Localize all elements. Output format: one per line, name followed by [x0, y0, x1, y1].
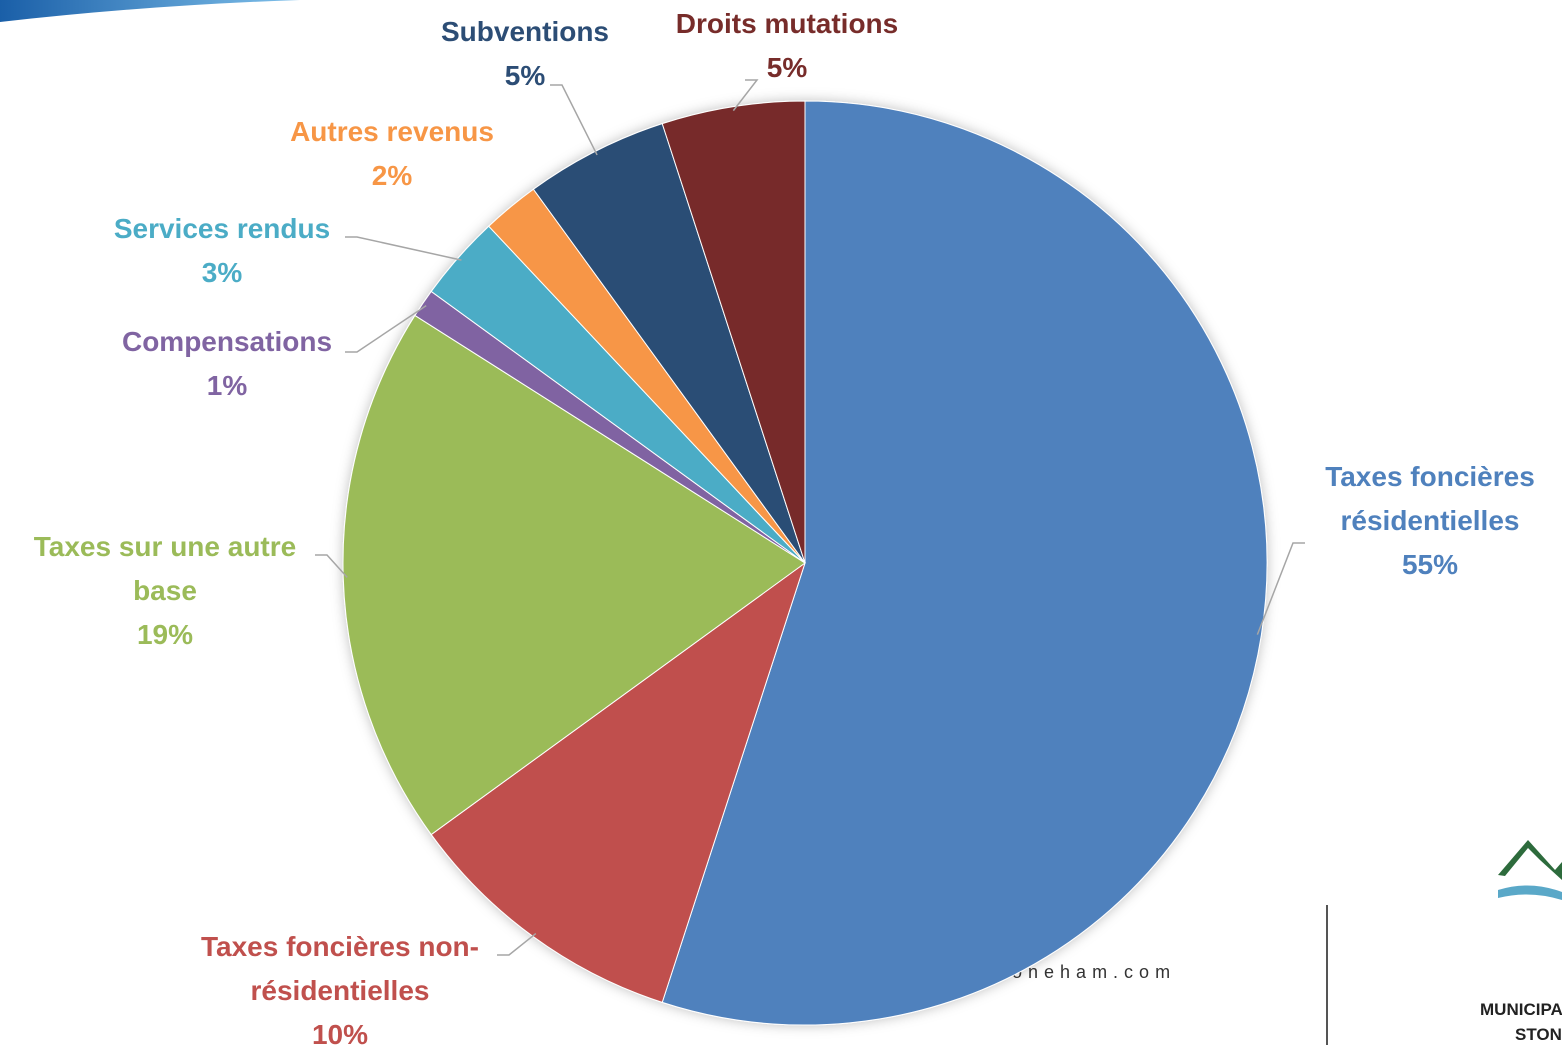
category-label: Droits mutations: [675, 8, 899, 39]
category-label: Autres revenus: [290, 116, 494, 147]
data-label: Subventions 5%: [415, 10, 635, 98]
leader-line: [345, 304, 427, 353]
leader-line: [1256, 542, 1305, 635]
leaders: [315, 79, 1305, 956]
value-label: 3%: [201, 257, 243, 288]
leader-line: [315, 554, 348, 578]
logo-mountain: [1498, 840, 1562, 880]
category-label: Services rendus: [113, 213, 331, 244]
leader-line: [497, 932, 537, 956]
value-label: 5%: [504, 60, 546, 91]
logo-text: MUNICIPALITÉ DES: [1480, 1000, 1562, 1019]
pie-slice: [342, 314, 806, 836]
logo-water: [1498, 885, 1562, 900]
data-label: Droits mutations 5%: [647, 2, 927, 90]
decoration: [0, 0, 300, 22]
value-label: 55%: [1401, 549, 1459, 580]
data-label: Autres revenus 2%: [252, 110, 532, 198]
leader-line: [550, 84, 598, 156]
data-label: Compensations 1%: [87, 320, 367, 408]
value-label: 2%: [371, 160, 413, 191]
data-label: Services rendus 3%: [82, 207, 362, 295]
pie-slice: [430, 561, 806, 1004]
leader-line: [345, 236, 462, 261]
category-label: Subventions: [440, 16, 609, 47]
data-label: Taxes foncières résidentielles 55%: [1300, 455, 1560, 587]
value-label: 5%: [766, 52, 808, 83]
data-label: Taxes sur une autre base 19%: [5, 525, 325, 657]
pie: [342, 100, 1268, 1026]
pie-slice: [661, 100, 806, 564]
pie-slice: [661, 100, 1268, 1026]
category-label: Taxes foncières non-résidentielles: [200, 931, 479, 1006]
value-label: 10%: [311, 1019, 369, 1050]
category-label: Taxes foncières résidentielles: [1325, 461, 1535, 536]
value-label: 19%: [136, 619, 194, 650]
category-label: Taxes sur une autre base: [33, 531, 297, 606]
data-label: Taxes foncières non-résidentielles 10%: [170, 925, 510, 1057]
leader-line: [732, 79, 759, 112]
logo-text: STONEHAM-ET: [1515, 1025, 1562, 1044]
category-label: Compensations: [121, 326, 333, 357]
value-label: 1%: [206, 370, 248, 401]
